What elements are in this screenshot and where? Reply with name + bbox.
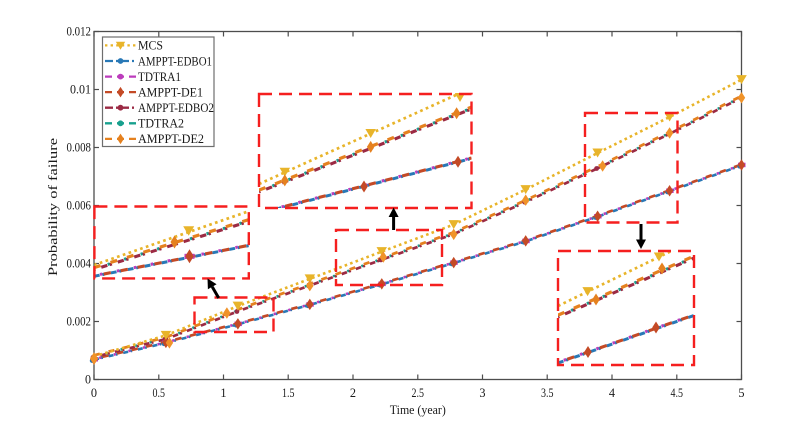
svg-text:0.004: 0.004 — [67, 257, 92, 271]
svg-text:4: 4 — [609, 386, 615, 400]
svg-text:Time (year): Time (year) — [390, 403, 446, 417]
svg-text:TDTRA2: TDTRA2 — [138, 117, 184, 131]
svg-text:1.5: 1.5 — [282, 386, 295, 400]
svg-text:2: 2 — [350, 386, 356, 400]
svg-text:3.5: 3.5 — [541, 386, 554, 400]
svg-text:1: 1 — [220, 386, 226, 400]
svg-text:Probability of failure: Probability of failure — [45, 138, 60, 276]
svg-text:4.5: 4.5 — [671, 386, 684, 400]
svg-text:0.012: 0.012 — [67, 25, 92, 39]
svg-text:3: 3 — [479, 386, 485, 400]
svg-text:AMPPT-DE1: AMPPT-DE1 — [138, 85, 203, 99]
svg-text:0.006: 0.006 — [67, 199, 92, 213]
svg-text:2.5: 2.5 — [412, 386, 425, 400]
svg-text:0.01: 0.01 — [70, 83, 91, 97]
svg-text:AMPPT-DE2: AMPPT-DE2 — [138, 132, 204, 146]
svg-text:0.008: 0.008 — [67, 141, 92, 155]
svg-text:MCS: MCS — [138, 39, 163, 53]
svg-text:TDTRA1: TDTRA1 — [138, 70, 181, 84]
svg-text:0.5: 0.5 — [153, 386, 166, 400]
svg-text:5: 5 — [738, 386, 744, 400]
svg-text:0: 0 — [91, 386, 97, 400]
svg-text:AMPPT-EDBO1: AMPPT-EDBO1 — [138, 54, 212, 68]
svg-text:0: 0 — [85, 373, 91, 387]
svg-text:0.002: 0.002 — [67, 315, 92, 329]
svg-text:AMPPT-EDBO2: AMPPT-EDBO2 — [138, 101, 214, 115]
